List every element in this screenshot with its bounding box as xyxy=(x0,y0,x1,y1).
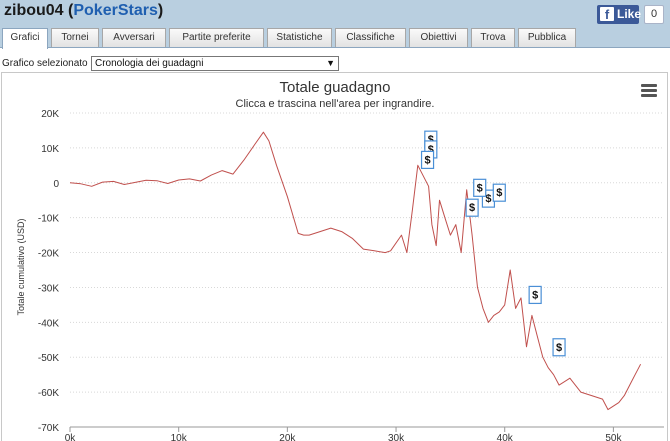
site-paren-close: ) xyxy=(157,2,164,19)
x-tick-label: 0k xyxy=(65,433,77,441)
dollar-marker-label: $ xyxy=(496,187,502,199)
x-tick-label: 40k xyxy=(497,433,514,441)
dollar-marker-flag xyxy=(552,338,566,357)
chart-selector-label: Grafico selezionato xyxy=(2,58,88,69)
tab-classifiche[interactable]: Classifiche xyxy=(335,28,406,47)
tab-bar: Grafici Tornei Avversari Partite preferi… xyxy=(0,28,670,49)
chart-menu-icon[interactable] xyxy=(641,84,657,98)
facebook-icon: f xyxy=(600,7,614,22)
chart-title: Totale guadagno xyxy=(279,79,391,96)
facebook-like-button[interactable]: f Like xyxy=(597,5,642,24)
tab-grafici[interactable]: Grafici xyxy=(2,28,48,49)
header-bar: zibou04 (PokerStars) f Like 0 xyxy=(0,0,670,28)
chart-subtitle: Clicca e trascina nell'area per ingrandi… xyxy=(235,98,435,110)
dollar-marker-flag xyxy=(420,150,435,170)
y-axis-label: Totale cumulativo (USD) xyxy=(16,218,26,316)
dollar-marker-flag xyxy=(492,183,506,202)
like-count: 0 xyxy=(644,5,664,24)
site-paren-open: ( xyxy=(63,2,74,19)
dropdown-arrow-icon: ▼ xyxy=(326,58,335,68)
y-tick-label: 10K xyxy=(41,144,59,155)
dollar-marker-label: $ xyxy=(532,289,538,301)
player-name: zibou04 xyxy=(4,2,64,19)
x-tick-label: 50k xyxy=(605,433,622,441)
dollar-marker-label: $ xyxy=(469,202,475,214)
x-tick-label: 10k xyxy=(171,433,188,441)
y-tick-label: 0 xyxy=(53,179,59,190)
y-tick-label: -20K xyxy=(38,249,59,260)
chart-selector-dropdown[interactable]: Cronologia dei guadagni ▼ xyxy=(91,56,339,71)
y-tick-label: 20K xyxy=(41,109,59,120)
dollar-marker-label: $ xyxy=(428,134,434,146)
series-line xyxy=(69,131,642,411)
dollar-marker-label: $ xyxy=(485,193,491,205)
chart-selector-value: Cronologia dei guadagni xyxy=(95,58,204,69)
y-tick-label: -10K xyxy=(38,214,59,225)
dollar-marker-label: $ xyxy=(428,144,434,156)
y-tick-label: -70K xyxy=(38,423,59,434)
y-tick-label: -30K xyxy=(38,283,59,294)
tab-trova[interactable]: Trova xyxy=(471,28,515,47)
tab-tornei[interactable]: Tornei xyxy=(51,28,99,47)
x-tick-label: 30k xyxy=(388,433,405,441)
x-tick-label: 20k xyxy=(279,433,296,441)
y-tick-label: -60K xyxy=(38,388,59,399)
y-tick-label: -50K xyxy=(38,353,59,364)
tab-partite-preferite[interactable]: Partite preferite xyxy=(169,28,264,47)
tab-obiettivi[interactable]: Obiettivi xyxy=(409,28,468,47)
dollar-marker-flag xyxy=(528,285,542,305)
y-tick-label: -40K xyxy=(38,318,59,329)
tab-statistiche[interactable]: Statistiche xyxy=(267,28,332,47)
dollar-marker-label: $ xyxy=(477,182,483,194)
page-title: zibou04 (PokerStars) xyxy=(4,2,163,20)
dollar-marker-flag xyxy=(465,198,479,217)
chart-container[interactable] xyxy=(1,72,668,441)
tab-pubblica[interactable]: Pubblica xyxy=(518,28,576,47)
tab-avversari[interactable]: Avversari xyxy=(102,28,166,47)
like-label: Like xyxy=(617,7,642,21)
dollar-marker-label: $ xyxy=(424,154,430,166)
dollar-marker-flag xyxy=(473,178,487,197)
dollar-marker-label: $ xyxy=(556,342,562,354)
site-link[interactable]: PokerStars xyxy=(73,2,158,19)
